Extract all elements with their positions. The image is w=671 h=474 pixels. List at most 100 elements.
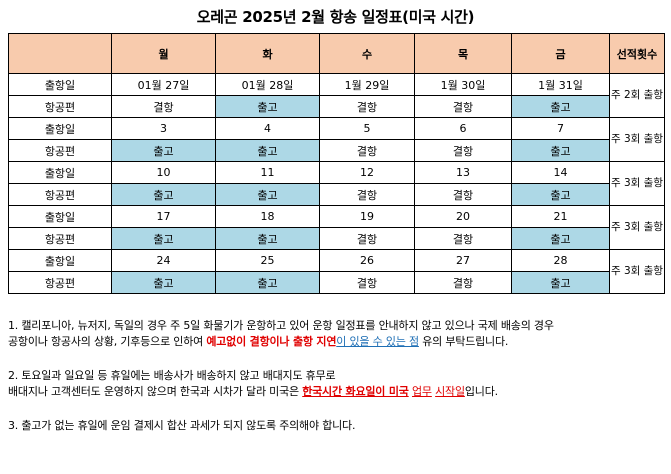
note-2-line-1: 2. 토요일과 일요일 등 휴일에는 배송사가 배송하지 않고 배대지도 휴무로 [8,369,336,382]
notes: 1. 캘리포니아, 뉴저지, 독일의 경우 주 5일 화물기가 운항하고 있어 … [8,318,668,434]
note-1-line-1: 1. 캘리포니아, 뉴저지, 독일의 경우 주 5일 화물기가 운항하고 있어 … [8,319,554,332]
table-row: 출항일 24 25 26 27 28 주 3회 출항 [8,249,665,294]
date-cell: 01월 28일 [215,73,320,96]
date-cell: 20 [414,205,512,228]
shipment-count: 주 3회 출항 [609,249,665,294]
note-text: 입니다. [464,385,498,398]
header-corner [8,33,112,74]
header-tue: 화 [215,33,320,74]
date-cell: 12 [319,161,415,184]
date-cell: 13 [414,161,512,184]
note-3: 3. 출고가 없는 휴일에 운임 결제시 합산 과세가 되지 않도록 주의해야 … [8,419,356,432]
schedule-table: 월 화 수 목 금 선적횟수 출항일 01월 27일 01월 28일 1월 29일 1월… [8,33,665,294]
table-row: 출항일 01월 27일 01월 28일 1월 29일 1월 30일 1월 31일 주 2회 … [8,73,665,118]
note-emphasis-red: 예고없이 결항이나 출항 지연 [206,335,337,348]
date-cell: 21 [511,205,610,228]
flight-status-cell: 출고 [511,95,610,118]
row-label-date: 출항일 [8,73,112,96]
table-header-row: 월 화 수 목 금 선적횟수 [8,33,665,74]
row-label-date: 출항일 [8,161,112,184]
flight-status-cell: 결항 [319,183,415,206]
date-cell: 1월 29일 [319,73,415,96]
date-cell: 1월 30일 [414,73,512,96]
row-label-flight: 항공편 [8,95,112,118]
row-label-flight: 항공편 [8,271,112,294]
flight-status-cell: 출고 [111,183,216,206]
note-text: 유의 부탁드립니다. [418,335,509,348]
table-row: 항공편 출고 출고 결항 결항 출고 [8,139,665,162]
flight-status-cell: 출고 [511,139,610,162]
date-cell: 17 [111,205,216,228]
flight-status-cell: 결항 [319,139,415,162]
note-emphasis-red-underline: 업무 [411,385,432,398]
flight-status-cell: 출고 [215,95,320,118]
row-label-date: 출항일 [8,249,112,272]
page-title: 오레곤 2025년 2월 항송 일정표(미국 시간) [196,8,475,26]
header-mon: 월 [111,33,216,74]
date-cell: 3 [111,117,216,140]
flight-status-cell: 출고 [111,139,216,162]
shipment-count: 주 3회 출항 [609,117,665,162]
flight-status-cell: 출고 [111,227,216,250]
date-cell: 10 [111,161,216,184]
note-emphasis-red: 한국시간 화요일이 미국 [302,385,409,398]
flight-status-cell: 출고 [215,227,320,250]
row-label-flight: 항공편 [8,227,112,250]
table-row: 항공편 출고 출고 결항 결항 출고 [8,227,665,250]
table-row: 출항일 10 11 12 13 14 주 3회 출항 [8,161,665,206]
date-cell: 25 [215,249,320,272]
table-row: 항공편 출고 출고 결항 결항 출고 [8,183,665,206]
header-shipments: 선적횟수 [609,33,665,74]
date-cell: 4 [215,117,320,140]
note-text: 배대지나 고객센터도 운영하지 않으며 한국과 시차가 달라 미국은 [8,385,303,398]
flight-status-cell: 결항 [111,95,216,118]
table-row: 출항일 17 18 19 20 21 주 3회 출항 [8,205,665,250]
flight-status-cell: 결항 [414,139,512,162]
shipment-count: 주 3회 출항 [609,205,665,250]
header-fri: 금 [511,33,610,74]
shipment-count: 주 2회 출항 [609,73,665,118]
flight-status-cell: 출고 [511,183,610,206]
flight-status-cell: 결항 [414,227,512,250]
date-cell: 5 [319,117,415,140]
flight-status-cell: 출고 [215,183,320,206]
date-cell: 7 [511,117,610,140]
flight-status-cell: 결항 [319,95,415,118]
note-2-line-2: 배대지나 고객센터도 운영하지 않으며 한국과 시차가 달라 미국은 한국시간 … [8,384,668,400]
flight-status-cell: 결항 [319,271,415,294]
row-label-flight: 항공편 [8,139,112,162]
note-emphasis-blue: 이 있을 수 있는 점 [336,335,419,348]
table-row: 항공편 출고 출고 결항 결항 출고 [8,271,665,294]
row-label-flight: 항공편 [8,183,112,206]
header-wed: 수 [319,33,415,74]
flight-status-cell: 결항 [319,227,415,250]
flight-status-cell: 출고 [215,271,320,294]
flight-status-cell: 결항 [414,95,512,118]
row-label-date: 출항일 [8,205,112,228]
row-label-date: 출항일 [8,117,112,140]
table-row: 항공편 결항 출고 결항 결항 출고 [8,95,665,118]
date-cell: 11 [215,161,320,184]
date-cell: 14 [511,161,610,184]
note-text: 공항이나 항공사의 상황, 기후등으로 인하여 [8,335,207,348]
table-row: 출항일 3 4 5 6 7 주 3회 출항 [8,117,665,162]
header-thu: 목 [414,33,512,74]
date-cell: 26 [319,249,415,272]
date-cell: 19 [319,205,415,228]
shipment-count: 주 3회 출항 [609,161,665,206]
flight-status-cell: 출고 [111,271,216,294]
date-cell: 28 [511,249,610,272]
date-cell: 27 [414,249,512,272]
date-cell: 6 [414,117,512,140]
date-cell: 24 [111,249,216,272]
note-1-line-2: 공항이나 항공사의 상황, 기후등으로 인하여 예고없이 결항이나 출항 지연이… [8,334,668,350]
flight-status-cell: 출고 [215,139,320,162]
date-cell: 01월 27일 [111,73,216,96]
flight-status-cell: 출고 [511,227,610,250]
note-emphasis-red-underline: 시작일 [435,385,465,398]
flight-status-cell: 결항 [414,271,512,294]
flight-status-cell: 결항 [414,183,512,206]
flight-status-cell: 출고 [511,271,610,294]
date-cell: 1월 31일 [511,73,610,96]
date-cell: 18 [215,205,320,228]
